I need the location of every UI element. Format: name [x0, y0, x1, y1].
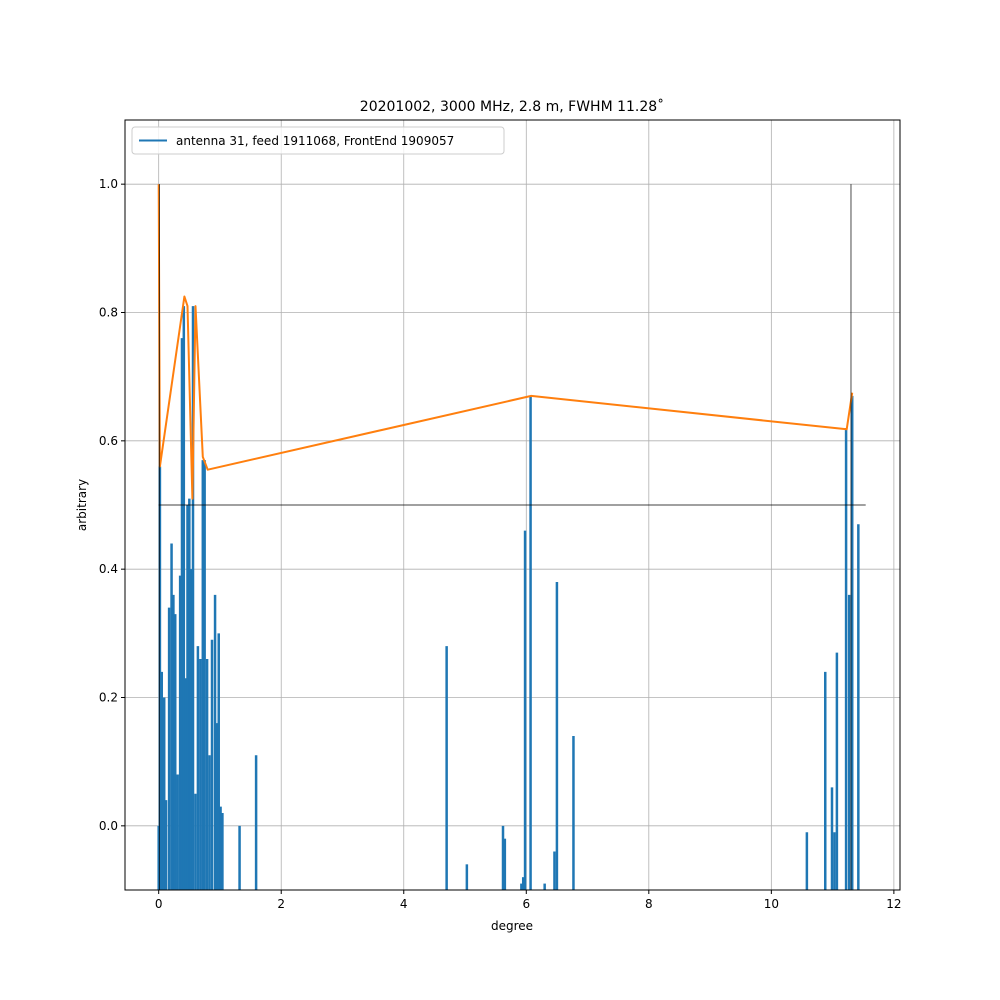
- x-tick-label: 0: [155, 897, 163, 911]
- axes-frame: [124, 119, 901, 891]
- legend-label: antenna 31, feed 1911068, FrontEnd 19090…: [176, 134, 454, 148]
- x-tick-label: 10: [764, 897, 779, 911]
- plot-data: [157, 184, 860, 890]
- x-tick-label: 6: [522, 897, 530, 911]
- x-tick-label: 12: [886, 897, 901, 911]
- y-tick-label: 0.2: [99, 691, 118, 705]
- legend: antenna 31, feed 1911068, FrontEnd 19090…: [131, 126, 505, 155]
- chart-title: 20201002, 3000 MHz, 2.8 m, FWHM 11.28˚: [360, 98, 664, 115]
- y-tick-label: 0.4: [99, 562, 118, 576]
- x-tick-label: 4: [400, 897, 408, 911]
- y-tick-label: 0.0: [99, 819, 118, 833]
- x-tick-label: 2: [277, 897, 285, 911]
- x-axis-label: degree: [491, 919, 533, 933]
- x-tick-label: 8: [645, 897, 653, 911]
- y-axis-label: arbitrary: [75, 479, 89, 531]
- y-tick-label: 0.8: [99, 306, 118, 320]
- axis-ticks: 0 2 4 6 8 10 12 0.0 0.2 0.4 0.6 0.8 1.0: [99, 177, 902, 911]
- y-tick-label: 1.0: [99, 177, 118, 191]
- y-tick-label: 0.6: [99, 434, 118, 448]
- envelope-line: [157, 184, 854, 500]
- reference-lines: [158, 184, 866, 890]
- legend-box: [131, 126, 505, 155]
